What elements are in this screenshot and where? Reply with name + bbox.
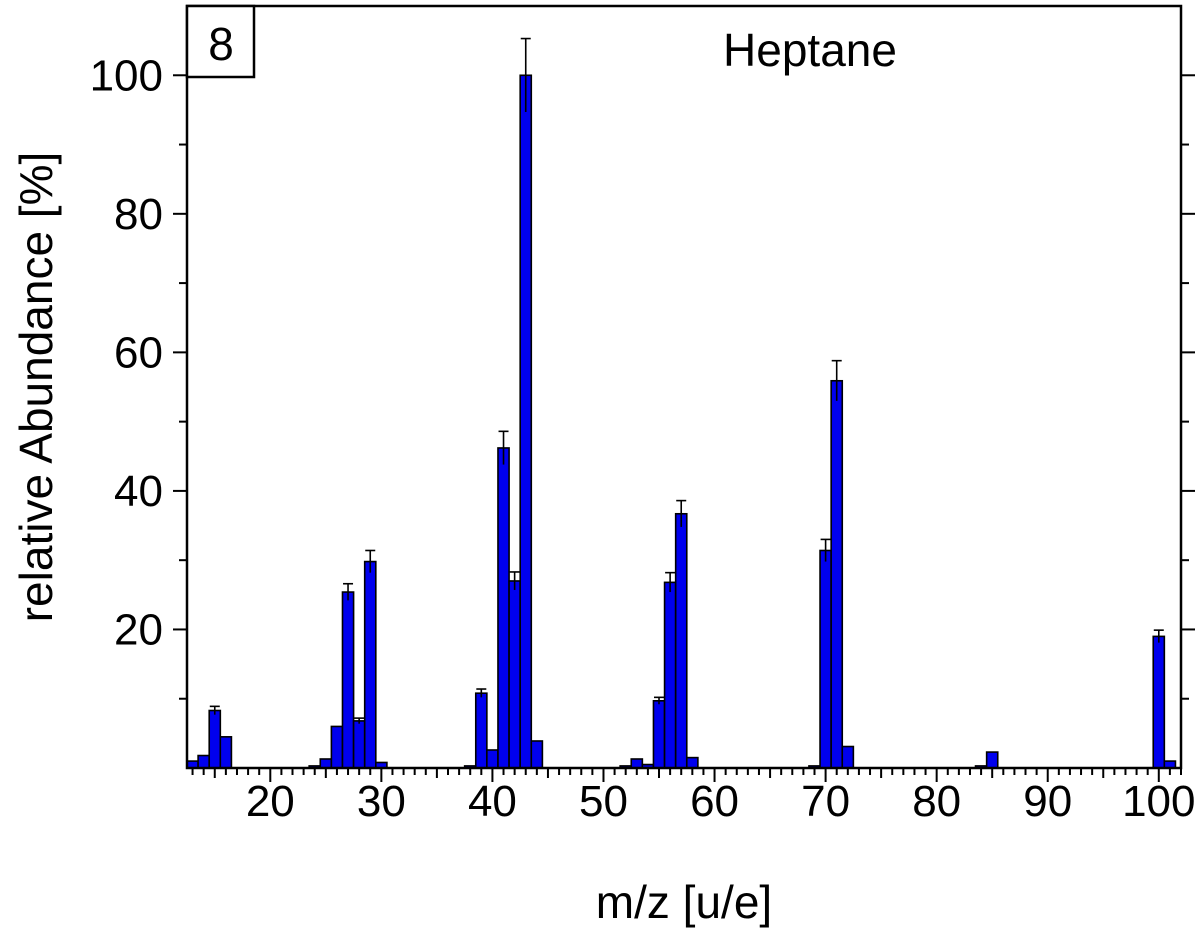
- bar: [319, 758, 333, 769]
- bar: [519, 74, 533, 769]
- bar: [685, 756, 699, 769]
- bar: [486, 749, 499, 769]
- bar: [1152, 635, 1166, 769]
- x-tick-label: 50: [579, 777, 628, 826]
- x-tick-label: 90: [1023, 777, 1072, 826]
- panel-label-box: [185, 4, 256, 79]
- y-tick-labels: 20 40 60 80 100: [90, 51, 163, 654]
- chart-title: Heptane: [723, 24, 897, 76]
- x-tick-label: 60: [690, 777, 739, 826]
- bar: [830, 379, 844, 769]
- x-tick-label: 80: [912, 777, 961, 826]
- bar: [841, 745, 855, 769]
- x-tick-label: 30: [357, 777, 406, 826]
- bar-series: [186, 74, 1177, 769]
- bar: [341, 591, 355, 769]
- bar: [985, 751, 999, 769]
- x-tick-label: 40: [468, 777, 517, 826]
- x-tick-label: 100: [1122, 777, 1195, 826]
- bar: [630, 758, 644, 769]
- bar: [652, 700, 666, 769]
- y-tick-label: 60: [114, 328, 163, 377]
- y-tick-label: 40: [114, 467, 163, 516]
- bar: [330, 725, 344, 769]
- bar: [474, 692, 488, 769]
- bar: [530, 740, 544, 769]
- y-tick-label: 20: [114, 605, 163, 654]
- y-axis-label: relative Abundance [%]: [10, 152, 62, 623]
- x-tick-label: 70: [801, 777, 850, 826]
- x-axis-label: m/z [u/e]: [596, 876, 772, 928]
- bar: [352, 720, 366, 769]
- bar: [508, 580, 521, 769]
- bar: [208, 709, 222, 769]
- bar: [819, 549, 832, 769]
- bar: [197, 754, 211, 769]
- bar: [674, 512, 688, 769]
- panel-label: 8: [208, 18, 234, 70]
- bar: [219, 736, 233, 769]
- y-tick-label: 80: [114, 190, 163, 239]
- x-tick-label: 20: [246, 777, 295, 826]
- bar: [663, 581, 677, 769]
- bar: [363, 560, 377, 769]
- plot-frame: [185, 4, 1183, 770]
- error-bars: [209, 37, 1164, 724]
- bar: [497, 447, 510, 769]
- y-tick-label: 100: [90, 51, 163, 100]
- x-tick-labels: 20 30 40 50 60 70 80 90 100: [246, 777, 1196, 826]
